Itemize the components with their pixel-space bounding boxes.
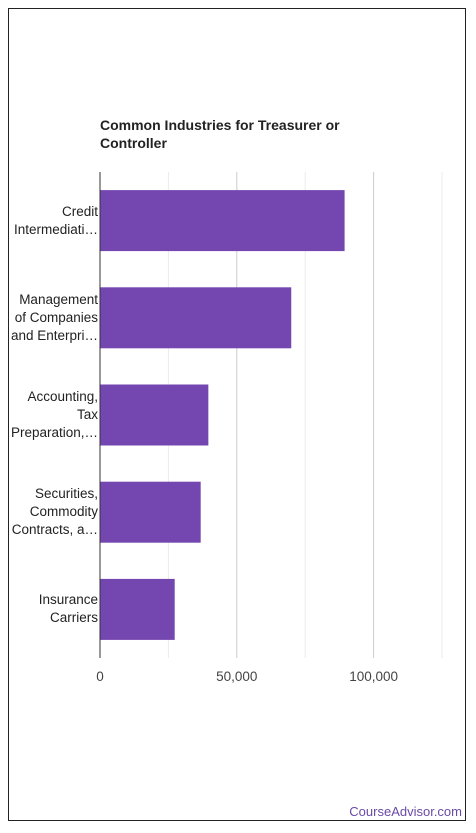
- category-label-line: of Companies: [14, 309, 98, 325]
- bar-2[interactable]: [100, 384, 209, 446]
- category-label-line: Management: [19, 291, 98, 307]
- category-label: Insurance Carriers: [39, 591, 98, 627]
- bar-4[interactable]: [100, 578, 175, 640]
- category-label-line: Preparation,…: [10, 425, 98, 440]
- category-label-line: Securities,: [34, 486, 98, 502]
- x-tick-label: 0: [96, 669, 104, 684]
- category-label: Credit Intermediati…: [14, 203, 98, 239]
- category-label: Management of Companies and Enterpri…: [11, 291, 98, 345]
- chart-title: Common Industries for Treasurer or Contr…: [100, 117, 340, 151]
- category-label-line: Contracts, a…: [11, 522, 98, 538]
- bar-3[interactable]: [100, 481, 201, 543]
- category-label-line: Commodity: [29, 504, 98, 520]
- category-label-line: Intermediati…: [13, 221, 98, 237]
- x-tick-label: 50,000: [216, 669, 257, 684]
- bar-1[interactable]: [100, 287, 292, 349]
- bar-0[interactable]: [100, 190, 345, 252]
- category-label-line: Carriers: [49, 610, 98, 626]
- category-label-line: Tax: [76, 407, 98, 422]
- category-label-line: Credit: [61, 203, 98, 219]
- category-label-line: Accounting,: [27, 389, 98, 404]
- brand-link[interactable]: CourseAdvisor.com: [349, 804, 462, 819]
- x-tick-label: 100,000: [349, 669, 398, 684]
- category-label: Securities, Commodity Contracts, a…: [12, 485, 98, 539]
- category-label: Accounting, Tax Preparation,…: [11, 388, 98, 442]
- category-label-line: and Enterpri…: [10, 327, 98, 343]
- category-label-line: Insurance: [38, 592, 98, 608]
